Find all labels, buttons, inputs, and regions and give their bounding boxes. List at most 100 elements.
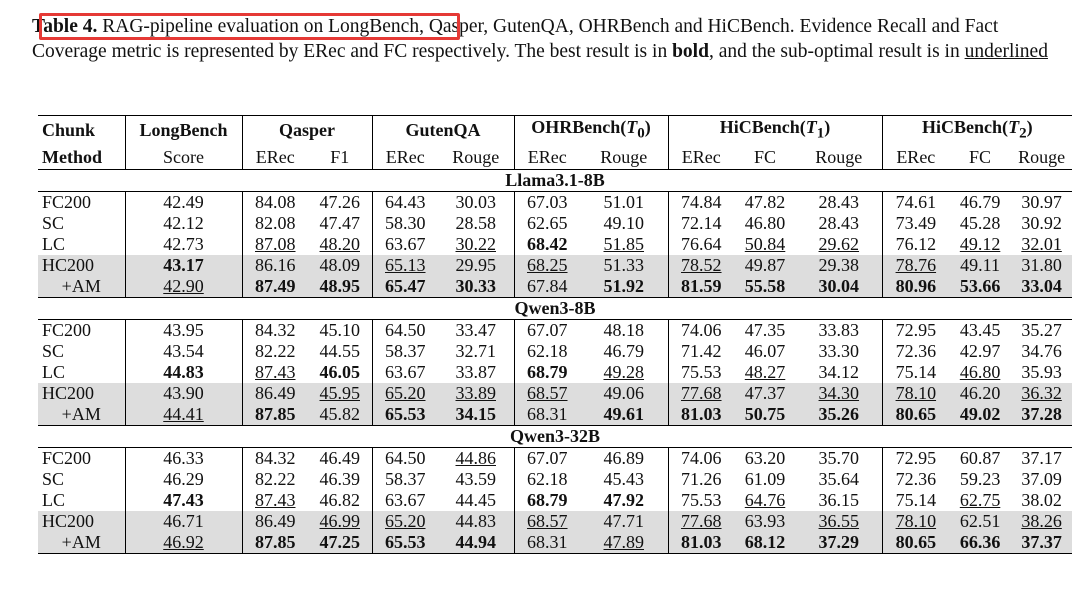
caption-text-b: , and the sub-optimal result is in (708, 41, 965, 62)
value-cell: 33.83 (796, 319, 882, 341)
value-text: 87.49 (255, 275, 296, 296)
value-cell: 68.31 (513, 531, 581, 554)
value-cell: 78.10 (881, 382, 950, 404)
value-text: 30.92 (1021, 212, 1062, 233)
value-text: 58.37 (385, 468, 426, 489)
value-text: 62.18 (527, 468, 568, 489)
value-text: 45.82 (319, 403, 361, 424)
value-text: 47.82 (744, 191, 786, 212)
value-cell: 32.71 (438, 341, 514, 362)
value-text: 28.58 (455, 212, 497, 233)
value-text: 33.30 (818, 340, 860, 361)
header-hicbench-t2: HiCBench(T2) (881, 115, 1073, 146)
value-cell: 86.49 (241, 382, 308, 404)
value-cell: 46.20 (949, 382, 1012, 404)
value-text: 72.14 (681, 212, 722, 233)
value-text: 46.92 (163, 531, 204, 552)
value-cell: 29.62 (796, 234, 882, 255)
value-cell: 49.11 (949, 254, 1012, 276)
value-cell: 49.28 (580, 362, 668, 383)
value-text: 64.50 (385, 319, 426, 340)
value-cell: 45.43 (580, 469, 668, 490)
value-text: 46.80 (959, 361, 1001, 382)
value-cell: 72.14 (667, 212, 735, 234)
header-sub-1: Score (124, 145, 242, 170)
value-text: 55.58 (744, 275, 786, 296)
value-text: 47.47 (319, 212, 361, 233)
header-row-1: Chunk LongBench Qasper GutenQA OHRBench(… (38, 115, 1073, 146)
value-cell: 42.73 (124, 233, 242, 255)
method-cell: SC (42, 340, 65, 361)
value-cell: 37.28 (1011, 403, 1073, 426)
results-table: Chunk LongBench Qasper GutenQA OHRBench(… (38, 115, 1073, 554)
value-text: 75.53 (681, 361, 722, 382)
value-cell: 80.65 (881, 403, 950, 426)
value-cell: 43.95 (124, 319, 242, 341)
value-text: 62.51 (959, 510, 1001, 531)
table-row: LC 42.73 87.08 48.20 63.67 30.22 68.42 51.85 76.… (38, 233, 1072, 255)
value-cell: 46.07 (734, 341, 796, 362)
value-text: 78.10 (895, 382, 937, 403)
value-text: 71.42 (681, 340, 722, 361)
value-cell: 78.76 (881, 254, 950, 276)
value-cell: 87.43 (241, 489, 308, 511)
value-cell: 68.12 (734, 531, 797, 554)
value-cell: 63.67 (371, 233, 438, 255)
value-cell: 87.49 (241, 275, 308, 298)
value-cell: 30.22 (438, 234, 514, 255)
value-cell: 37.37 (1011, 531, 1073, 554)
value-cell: 58.37 (371, 468, 438, 490)
value-text: 49.10 (603, 212, 645, 233)
value-text: 80.65 (895, 531, 937, 552)
value-cell: 42.49 (124, 191, 242, 213)
value-text: 34.30 (818, 382, 860, 403)
value-cell: 68.31 (513, 403, 581, 426)
value-text: 63.67 (385, 489, 426, 510)
method-cell: SC (42, 212, 65, 233)
value-text: 35.26 (818, 403, 860, 424)
value-text: 87.85 (255, 403, 296, 424)
value-text: 46.05 (319, 361, 361, 382)
value-text: 51.92 (603, 275, 645, 296)
value-cell: 38.02 (1011, 490, 1072, 511)
value-cell: 29.38 (796, 254, 883, 276)
value-cell: 63.93 (734, 510, 797, 532)
value-cell: 84.08 (241, 191, 308, 213)
value-text: 28.43 (818, 191, 860, 212)
value-text: 44.83 (455, 510, 497, 531)
value-cell: 51.85 (580, 234, 668, 255)
value-text: 86.49 (255, 382, 296, 403)
value-cell: 65.20 (371, 510, 438, 532)
value-text: 65.47 (385, 275, 426, 296)
value-cell: 68.57 (513, 510, 581, 532)
method-cell: LC (42, 489, 66, 510)
value-text: 37.28 (1021, 403, 1062, 424)
value-text: 43.59 (455, 468, 497, 489)
table-row: LC 47.43 87.43 46.82 63.67 44.45 68.79 47.92 75.… (38, 489, 1072, 511)
value-text: 42.12 (163, 212, 204, 233)
value-cell: 46.89 (580, 447, 668, 469)
model-name: Llama3.1-8B (38, 168, 1073, 192)
caption-text-a: RAG-pipeline evaluation on LongBench, Qa… (32, 16, 999, 62)
value-cell: 46.71 (124, 510, 242, 532)
value-cell: 63.20 (734, 447, 796, 469)
value-text: 42.49 (163, 191, 204, 212)
value-text: 45.10 (319, 319, 361, 340)
value-cell: 80.65 (881, 531, 950, 554)
value-text: 87.08 (255, 233, 296, 254)
value-text: 47.89 (603, 531, 645, 552)
method-cell: +AM (38, 531, 125, 554)
value-text: 45.95 (319, 382, 361, 403)
value-cell: 45.95 (308, 382, 372, 404)
value-text: 49.06 (603, 382, 645, 403)
table-row: FC200 46.33 84.32 46.49 64.50 44.86 67.07 46.89… (38, 447, 1072, 469)
value-cell: 42.97 (949, 341, 1011, 362)
header-sub-4: ERec (371, 145, 438, 170)
value-cell: 84.32 (241, 447, 308, 469)
value-text: 35.64 (818, 468, 860, 489)
value-text: 68.31 (527, 403, 568, 424)
value-text: 46.49 (319, 447, 361, 468)
method-cell: HC200 (38, 254, 125, 276)
value-text: 86.16 (255, 254, 296, 275)
value-cell: 76.64 (667, 233, 735, 255)
